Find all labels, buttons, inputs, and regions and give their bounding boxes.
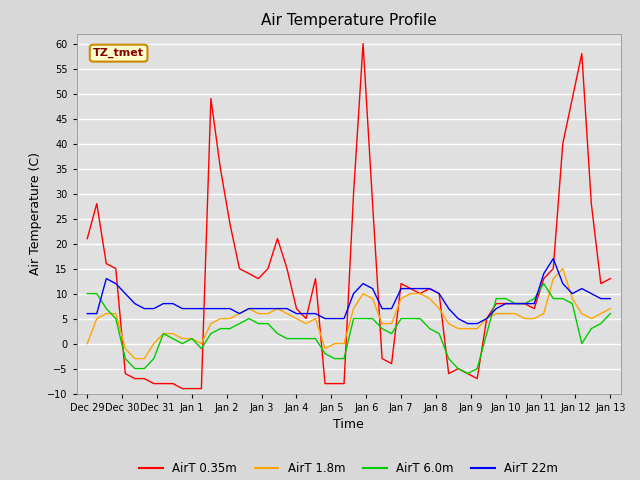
Title: Air Temperature Profile: Air Temperature Profile [261,13,436,28]
Legend: AirT 0.35m, AirT 1.8m, AirT 6.0m, AirT 22m: AirT 0.35m, AirT 1.8m, AirT 6.0m, AirT 2… [134,457,563,480]
Text: TZ_tmet: TZ_tmet [93,48,144,58]
Y-axis label: Air Temperature (C): Air Temperature (C) [29,152,42,275]
X-axis label: Time: Time [333,418,364,431]
